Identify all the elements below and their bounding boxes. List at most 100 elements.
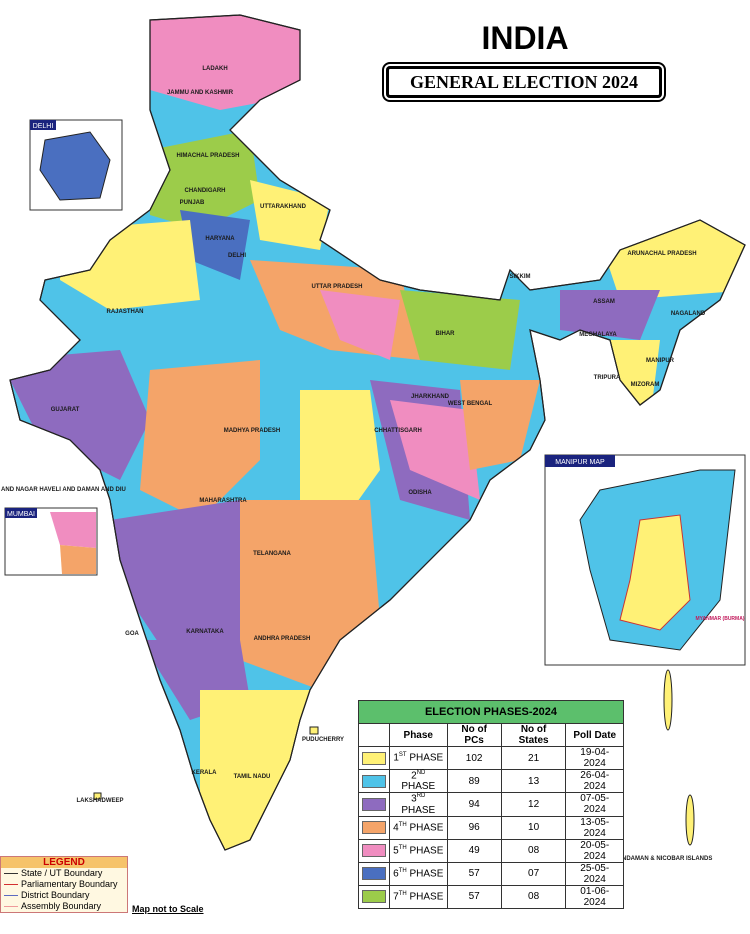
state-label: PUDUCHERRY [302,737,344,743]
legend-item: Assembly Boundary [1,901,127,912]
inset-title: DELHI [33,123,54,130]
pcs-cell: 49 [446,838,502,863]
phase-row: 6TH PHASE 57 07 25-05-2024 [358,861,624,886]
scale-note: Map not to Scale [132,904,204,914]
phase-word: PHASE [409,822,444,834]
state-label: HIMACHAL PRADESH [177,153,240,159]
india-outline [9,14,746,851]
state-label: JHARKHAND [411,394,450,400]
inset-title: MUMBAI [7,511,35,518]
state-labels: LADAKH JAMMU AND KASHMIR HIMACHAL PRADESH C… [0,66,712,862]
phase-row: 5TH PHASE 49 08 20-05-2024 [358,838,624,863]
islands [93,669,695,846]
column-header: No of States [500,723,567,747]
state-label: JAMMU AND KASHMIR [167,90,234,96]
phase-number: 7 [393,891,399,903]
date-cell: 20-05-2024 [565,838,624,863]
phase-number: 6 [393,868,399,880]
swatch-cell [358,768,390,794]
states-cell: 10 [500,815,567,840]
phase-suffix: ST [398,752,407,759]
state-label: MAHARASHTRA [199,498,247,504]
legend-line [4,906,18,908]
neighbor-label: MYANMAR (BURMA) [696,616,745,622]
legend-title: LEGEND [1,857,127,868]
date-cell: 13-05-2024 [565,815,624,840]
legend-label: Parliamentary Boundary [21,879,118,889]
mumbai-inset: MUMBAI [4,507,98,576]
legend-line [4,873,18,875]
phase-swatch [362,751,386,765]
phase-swatch [362,774,386,788]
legend: LEGEND State / UT Boundary Parliamentary B… [0,856,128,913]
phase-row: 4TH PHASE 96 10 13-05-2024 [358,815,624,840]
phase-number: 2 [411,770,417,782]
delhi-inset: DELHI [29,119,123,211]
state-label: HARYANA [205,236,235,242]
swatch-cell [358,861,390,886]
phase-cell: 1ST PHASE [389,746,448,770]
states-cell: 21 [500,746,567,770]
phase-suffix: TH [398,821,407,828]
swatch-cell [358,792,390,817]
phase-table: ELECTION PHASES-2024 Phase No of PCs No of … [358,700,624,909]
pcs-cell: 57 [446,861,502,886]
phase-cell: 6TH PHASE [389,861,448,886]
phase-swatch [362,797,386,811]
states-cell: 12 [500,792,567,817]
phase-number: 5 [393,845,399,857]
phase-word: PHASE [409,845,444,857]
phase-row: 7TH PHASE 57 08 01-06-2024 [358,884,624,909]
state-label: MANIPUR [646,358,675,364]
phase-suffix: TH [398,844,407,851]
phase-cell: 7TH PHASE [389,884,448,909]
state-label: SIKKIM [510,274,531,280]
phase-swatch [362,844,386,858]
date-cell: 07-05-2024 [565,792,624,817]
pcs-cell: 94 [446,792,502,817]
state-label: KARNATAKA [186,629,224,635]
subtitle: GENERAL ELECTION 2024 [386,66,662,98]
date-cell: 01-06-2024 [565,884,624,909]
state-label: TELANGANA [253,551,291,557]
date-cell: 25-05-2024 [565,861,624,886]
state-label: UTTAR PRADESH [312,284,363,290]
state-label: LAKSHADWEEP [76,798,123,804]
phase-cell: 2ND PHASE [389,768,448,794]
legend-label: Assembly Boundary [21,901,102,911]
state-label: DADRA AND NAGAR HAVELI AND DAMAN AND DIU [0,487,126,493]
pcs-cell: 89 [446,768,502,794]
title: INDIA [481,20,569,56]
phase-cell: 4TH PHASE [389,815,448,840]
swatch-cell [358,746,390,770]
phase-word: PHASE [409,868,444,880]
column-header: No of PCs [446,723,502,747]
state-label: ASSAM [593,299,615,305]
column-header: Phase [389,723,448,747]
pcs-cell: 57 [446,884,502,909]
state-label: LADAKH [202,66,227,72]
swatch-cell [358,815,390,840]
phase-cell: 3RD PHASE [389,792,448,817]
phase-number: 3 [411,793,417,805]
table-title: ELECTION PHASES-2024 [358,700,624,724]
inset-title: MANIPUR MAP [555,459,605,466]
states-cell: 13 [500,768,567,794]
swatch-header [358,723,390,747]
state-label: CHANDIGARH [185,188,226,194]
state-label: TAMIL NADU [234,774,271,780]
legend-label: District Boundary [21,890,90,900]
legend-item: Parliamentary Boundary [1,879,127,890]
state-label: CHHATTISGARH [374,428,422,434]
legend-label: State / UT Boundary [21,868,103,878]
table-title-row: ELECTION PHASES-2024 [358,700,624,724]
state-label: UTTARAKHAND [260,204,307,210]
states-cell: 07 [500,861,567,886]
state-label: DELHI [228,253,246,259]
state-label: ANDHRA PRADESH [254,636,311,642]
column-header: Poll Date [565,723,624,747]
legend-item: District Boundary [1,890,127,901]
state-label: PUNJAB [180,200,205,206]
phase-word: PHASE [401,781,436,793]
